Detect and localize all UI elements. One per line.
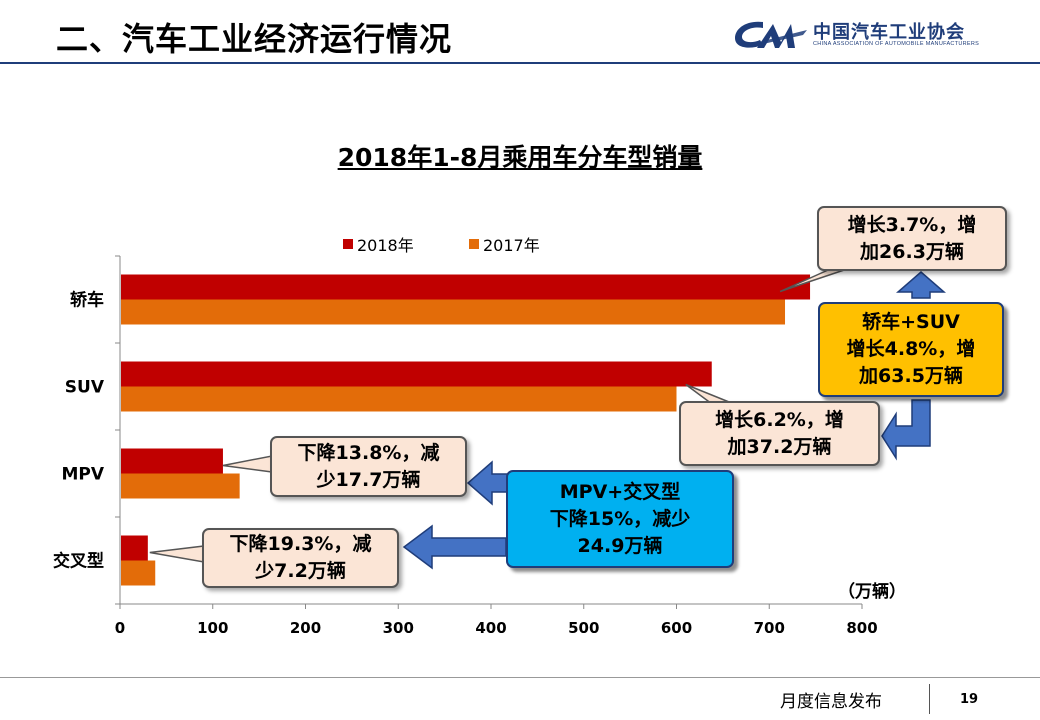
callout-cross: 下降19.3%，减 少7.2万辆	[202, 528, 399, 588]
x-tick-label-0: 0	[115, 619, 125, 637]
x-tick-label-6: 600	[661, 619, 692, 637]
unit-label: （万辆）	[838, 582, 906, 602]
callout-cross-line1: 下降19.3%，减	[229, 533, 372, 555]
footer-vertical-divider	[929, 684, 930, 714]
callout-suv-line2: 加37.2万辆	[727, 435, 832, 458]
legend-item-2018: 2018年	[343, 232, 414, 256]
callout-sedan-line1: 增长3.7%，增	[847, 213, 977, 236]
chart-title: 2018年1-8月乘用车分车型销量	[337, 143, 703, 172]
page-title: 二、汽车工业经济运行情况	[56, 20, 453, 58]
bar-2018年-SUV	[121, 361, 712, 387]
category-label-1: SUV	[65, 378, 105, 398]
caam-logo-icon	[735, 21, 807, 48]
x-tick-label-8: 800	[846, 619, 877, 637]
x-tick-label-2: 200	[290, 619, 321, 637]
logo-chinese-name: 中国汽车工业协会	[813, 22, 965, 43]
callout-sedan-suv-line1: 轿车+SUV	[862, 311, 960, 333]
arrow-left-mpv	[466, 460, 509, 506]
callout-sedan-suv-line2: 增长4.8%，增	[846, 338, 976, 360]
footer-divider-line	[0, 677, 1040, 678]
leader-cross	[149, 545, 205, 563]
callout-mpv-cross-line1: MPV+交叉型	[559, 480, 681, 503]
bar-2017年-SUV	[121, 386, 677, 412]
category-label-2: MPV	[61, 465, 104, 485]
logo-english-name: CHINA ASSOCIATION OF AUTOMOBILE MANUFACT…	[813, 41, 980, 47]
bar-2017年-MPV	[121, 473, 240, 499]
category-label-0: 轿车	[70, 290, 104, 311]
x-tick-label-1: 100	[197, 619, 228, 637]
callout-cross-line2: 少7.2万辆	[255, 560, 346, 582]
header: 二、汽车工业经济运行情况 中国汽车工业协会 CHINA ASSOCIATION …	[0, 0, 1040, 64]
category-label-3: 交叉型	[53, 551, 104, 572]
caam-logo: 中国汽车工业协会 CHINA ASSOCIATION OF AUTOMOBILE…	[733, 18, 1003, 54]
arrow-left-suv	[881, 399, 931, 461]
callout-mpv-cross-line3: 24.9万辆	[577, 534, 663, 557]
legend-label-2018: 2018年	[357, 236, 414, 255]
callout-sedan-line2: 加26.3万辆	[860, 240, 964, 263]
legend-item-2017: 2017年	[469, 232, 540, 256]
legend-label-2017: 2017年	[483, 236, 540, 255]
callout-mpv-cross: MPV+交叉型 下降15%，减少 24.9万辆	[506, 470, 734, 568]
x-tick-label-5: 500	[568, 619, 599, 637]
callout-sedan-suv-line3: 加63.5万辆	[859, 365, 963, 387]
bar-2018年-MPV	[121, 448, 223, 474]
callout-mpv: 下降13.8%，减 少17.7万辆	[270, 436, 467, 497]
x-tick-label-4: 400	[475, 619, 506, 637]
bar-2017年-轿车	[121, 299, 786, 325]
callout-suv-line1: 增长6.2%，增	[715, 408, 844, 431]
leader-mpv	[222, 455, 273, 473]
callout-suv: 增长6.2%，增 加37.2万辆	[679, 401, 880, 466]
footer-text: 月度信息发布	[780, 692, 882, 712]
callout-sedan: 增长3.7%，增 加26.3万辆	[817, 206, 1007, 271]
callout-sedan-suv: 轿车+SUV 增长4.8%，增 加63.5万辆	[818, 302, 1004, 397]
callout-mpv-line1: 下降13.8%，减	[297, 441, 440, 464]
bar-2018年-交叉型	[121, 535, 148, 561]
legend-swatch-2018	[343, 239, 353, 249]
legend-swatch-2017	[469, 239, 479, 249]
x-tick-label-7: 700	[754, 619, 785, 637]
page-number: 19	[960, 692, 979, 707]
callout-mpv-line2: 少17.7万辆	[316, 468, 421, 491]
header-divider	[0, 62, 1040, 64]
arrow-up-sedan	[895, 271, 947, 299]
bar-2018年-轿车	[121, 274, 811, 300]
bar-2017年-交叉型	[121, 560, 156, 586]
callout-mpv-cross-line2: 下降15%，减少	[549, 507, 691, 530]
x-tick-label-3: 300	[383, 619, 414, 637]
arrow-left-cross	[402, 524, 507, 570]
